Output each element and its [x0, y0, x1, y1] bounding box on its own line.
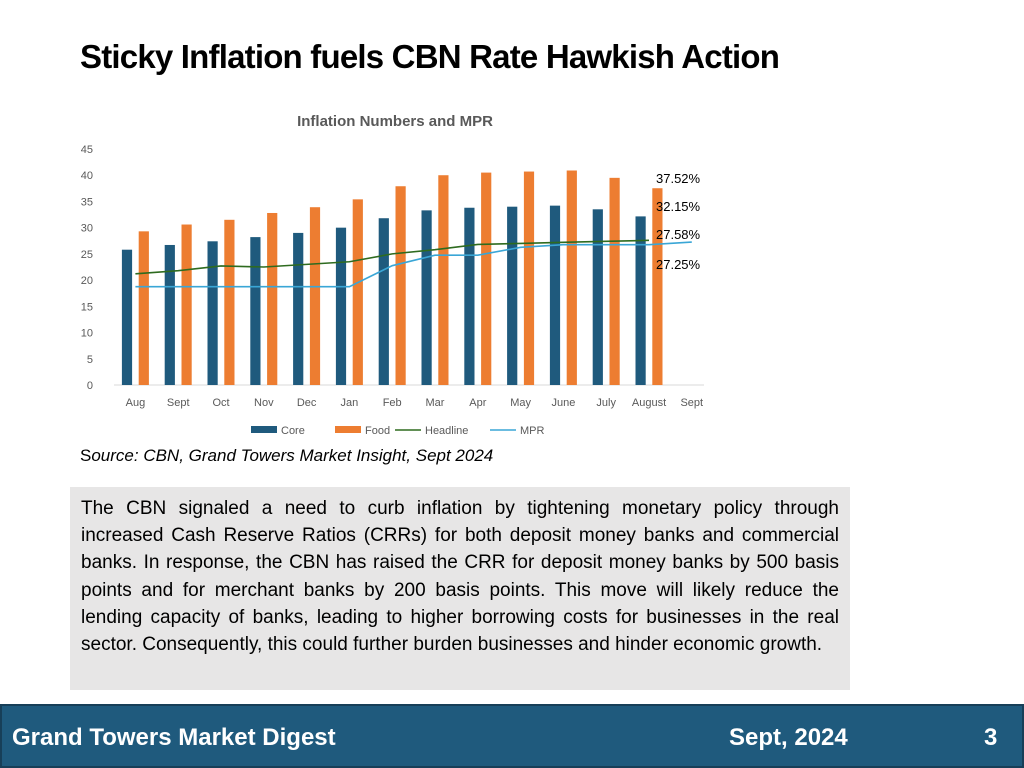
line-headline: [135, 239, 650, 275]
bar-food: [566, 170, 577, 385]
x-tick-label: Nov: [254, 397, 274, 409]
bar-food: [609, 177, 620, 385]
value-annotation: 27.25%: [656, 257, 701, 272]
y-tick-label: 45: [81, 144, 93, 156]
y-tick-label: 35: [81, 196, 93, 208]
y-tick-label: 20: [81, 275, 93, 287]
bar-core: [293, 232, 304, 385]
bar-core: [549, 205, 561, 385]
commentary-box: The CBN signaled a need to curb inflatio…: [70, 487, 850, 690]
y-tick-label: 40: [81, 170, 93, 182]
y-tick-label: 30: [81, 223, 93, 235]
chart-title: Inflation Numbers and MPR: [297, 113, 493, 130]
value-annotations: 37.52% 32.15% 27.58% 27.25%: [656, 171, 701, 272]
page-number: 3: [984, 724, 998, 751]
x-tick-label: Apr: [469, 397, 486, 409]
bar-core: [207, 241, 218, 385]
commentary-text: The CBN signaled a need to curb inflatio…: [81, 498, 839, 656]
bar-series: [121, 170, 663, 385]
chart-source: Source: CBN, Grand Towers Market Insight…: [80, 446, 493, 466]
bar-core: [121, 249, 133, 385]
bar-core: [421, 210, 432, 385]
x-axis: Aug Sept Oct Nov Dec Jan Feb Mar Apr May June July A…: [126, 397, 704, 409]
value-annotation: 32.15%: [656, 199, 701, 214]
bar-food: [138, 231, 149, 385]
chart-legend: Core Food Headline MPR: [251, 425, 545, 437]
x-tick-label: Sept: [680, 397, 703, 409]
x-tick-label: May: [510, 397, 531, 409]
footer-publication: Grand Towers Market Digest: [12, 724, 336, 751]
bar-food: [523, 171, 535, 385]
bar-core: [378, 218, 389, 385]
y-tick-label: 15: [81, 301, 93, 313]
bar-core: [250, 237, 261, 385]
x-tick-label: Aug: [126, 397, 146, 409]
legend-label: Core: [281, 425, 305, 437]
x-tick-label: July: [596, 397, 616, 409]
legend-swatch-core: [251, 426, 277, 433]
line-series: [135, 239, 692, 288]
bar-food: [481, 172, 492, 385]
y-tick-label: 5: [87, 354, 93, 366]
bar-core: [164, 244, 175, 385]
footer-bar: Grand Towers Market Digest Sept, 2024 3: [0, 704, 1024, 768]
y-tick-label: 10: [81, 328, 93, 340]
legend-label: Headline: [425, 425, 468, 437]
bar-core: [507, 206, 518, 385]
x-tick-label: Dec: [297, 397, 317, 409]
footer-date: Sept, 2024: [729, 724, 848, 751]
legend-label: MPR: [520, 425, 545, 437]
source-initial: S: [80, 446, 92, 465]
line-mpr: [135, 241, 692, 288]
x-tick-label: August: [632, 397, 666, 409]
bar-core: [635, 216, 646, 385]
y-tick-label: 25: [81, 249, 93, 261]
source-text: ource: CBN, Grand Towers Market Insight,…: [91, 446, 494, 465]
bar-food: [181, 224, 192, 385]
bar-core: [464, 207, 475, 385]
bar-food: [224, 219, 235, 385]
x-tick-label: Mar: [426, 397, 445, 409]
bar-core: [335, 227, 347, 385]
inflation-chart: Inflation Numbers and MPR 0 5 10 15 20 25 30 35…: [81, 113, 704, 437]
x-tick-label: Oct: [212, 397, 229, 409]
value-annotation: 37.52%: [656, 171, 701, 186]
y-axis: 0 5 10 15 20 25 30 35 40 45: [81, 144, 93, 392]
bar-food: [652, 188, 663, 385]
bar-food: [352, 199, 363, 385]
x-tick-label: Sept: [167, 397, 190, 409]
value-annotation: 27.58%: [656, 227, 701, 242]
bar-food: [309, 207, 321, 385]
slide-title: Sticky Inflation fuels CBN Rate Hawkish …: [80, 38, 780, 75]
bar-food: [438, 175, 449, 385]
y-tick-label: 0: [87, 380, 93, 392]
legend-swatch-food: [335, 426, 361, 433]
x-tick-label: June: [551, 397, 575, 409]
bar-core: [592, 209, 603, 385]
bar-food: [267, 212, 278, 385]
legend-label: Food: [365, 425, 390, 437]
x-tick-label: Jan: [341, 397, 359, 409]
x-tick-label: Feb: [383, 397, 402, 409]
bar-food: [395, 186, 406, 385]
